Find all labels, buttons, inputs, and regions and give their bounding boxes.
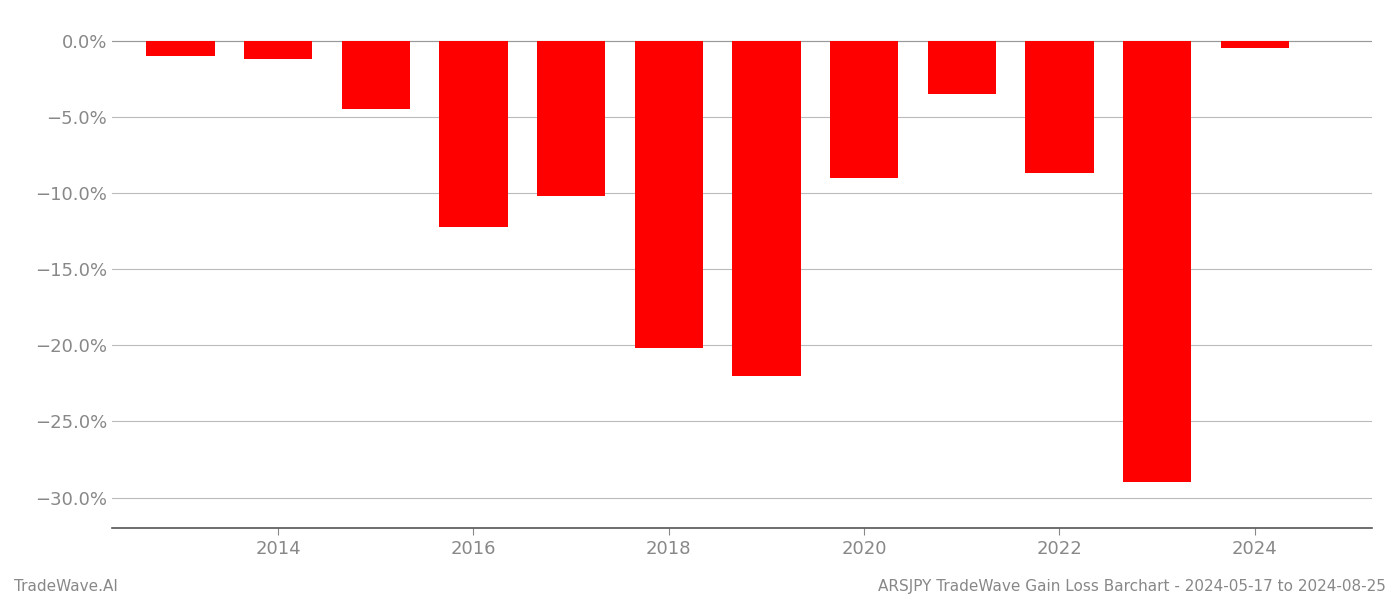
Bar [342, 41, 410, 109]
Bar [830, 41, 899, 178]
Bar [634, 41, 703, 349]
Bar [1123, 41, 1191, 482]
Bar [440, 41, 508, 227]
Text: ARSJPY TradeWave Gain Loss Barchart - 2024-05-17 to 2024-08-25: ARSJPY TradeWave Gain Loss Barchart - 20… [878, 579, 1386, 594]
Bar [1221, 41, 1289, 49]
Bar [928, 41, 995, 94]
Bar [732, 41, 801, 376]
Bar [146, 41, 214, 56]
Bar [1025, 41, 1093, 173]
Bar [244, 41, 312, 59]
Bar [536, 41, 605, 196]
Text: TradeWave.AI: TradeWave.AI [14, 579, 118, 594]
